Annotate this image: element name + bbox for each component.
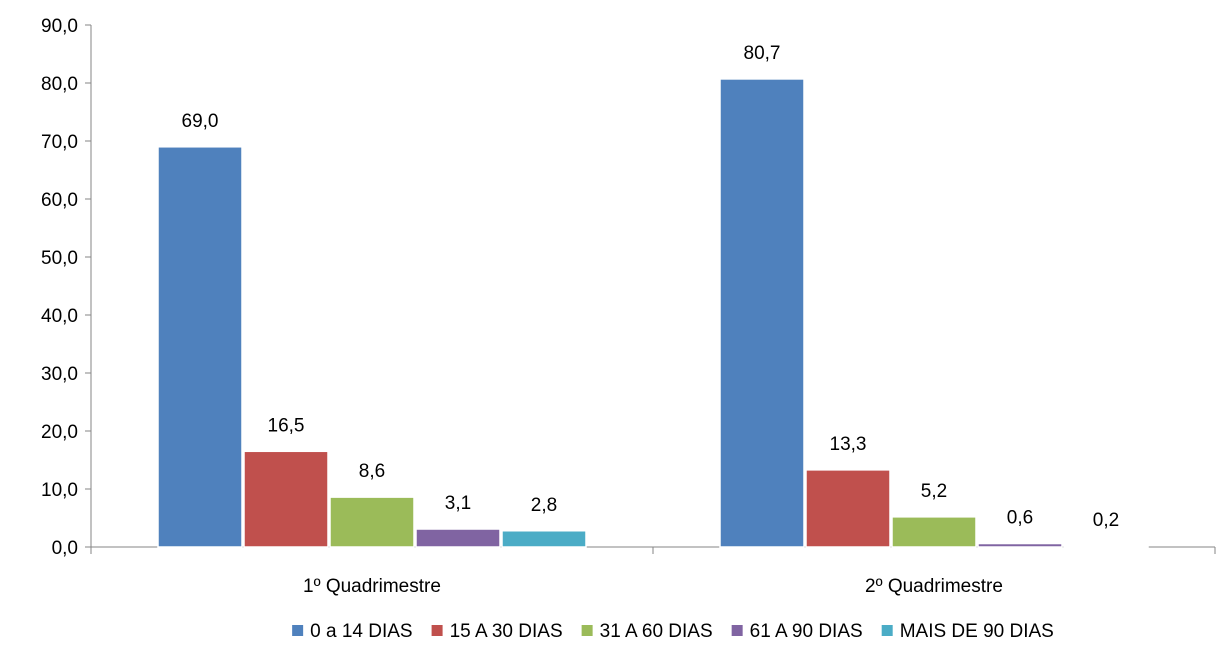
bar-15-a-30-dias-0 [243, 450, 329, 548]
y-tick-label: 20,0 [41, 422, 78, 443]
data-label: 13,3 [830, 434, 867, 455]
bar-0-a-14-dias-1 [719, 78, 805, 548]
data-label: 0,6 [1007, 508, 1033, 529]
data-label: 2,8 [531, 495, 557, 516]
category-label: 2º Quadrimestre [865, 576, 1003, 597]
legend-swatch [292, 625, 304, 636]
legend-swatch [431, 625, 443, 636]
bar-mais-de-90-dias-1 [1063, 545, 1149, 548]
data-label: 69,0 [182, 111, 219, 132]
y-tick-label: 80,0 [41, 74, 78, 95]
bars [157, 78, 1149, 548]
y-tick-label: 0,0 [52, 538, 78, 559]
legend-label: MAIS DE 90 DIAS [900, 621, 1054, 642]
bar-31-a-60-dias-0 [329, 496, 415, 548]
legend-label: 0 a 14 DIAS [310, 621, 412, 642]
y-tick-label: 10,0 [41, 480, 78, 501]
data-label: 3,1 [445, 493, 471, 514]
y-tick-label: 30,0 [41, 364, 78, 385]
y-tick-label: 70,0 [41, 132, 78, 153]
legend-swatch [881, 625, 893, 636]
y-tick-label: 60,0 [41, 190, 78, 211]
x-axis: 1º Quadrimestre 2º Quadrimestre [90, 546, 1216, 597]
legend-label: 61 A 90 DIAS [750, 621, 863, 642]
data-label: 80,7 [744, 43, 781, 64]
bar-15-a-30-dias-1 [805, 469, 891, 548]
y-axis: 0,0 10,0 20,0 30,0 40,0 50,0 60,0 70,0 80,0 90,0 [41, 16, 92, 559]
legend-label: 31 A 60 DIAS [600, 621, 713, 642]
legend: 0 a 14 DIAS 15 A 30 DIAS 31 A 60 DIAS 61 A … [292, 621, 1054, 642]
y-tick-label: 50,0 [41, 248, 78, 269]
bar-mais-de-90-dias-0 [501, 530, 587, 548]
bar-61-a-90-dias-1 [977, 542, 1063, 548]
bar-0-a-14-dias-0 [157, 146, 243, 548]
legend-label: 15 A 30 DIAS [450, 621, 563, 642]
category-label: 1º Quadrimestre [303, 576, 441, 597]
data-labels: 69,0 80,7 16,5 13,3 8,6 5,2 3,1 0,6 2,8 0,2 [182, 43, 1120, 531]
data-label: 0,2 [1093, 510, 1119, 531]
data-label: 16,5 [268, 415, 305, 436]
bar-31-a-60-dias-1 [891, 516, 977, 548]
y-tick-label: 90,0 [41, 16, 78, 37]
legend-swatch [731, 625, 743, 636]
bar-61-a-90-dias-0 [415, 528, 501, 548]
legend-swatch [581, 625, 593, 636]
data-label: 5,2 [921, 481, 947, 502]
y-tick-label: 40,0 [41, 306, 78, 327]
data-label: 8,6 [359, 461, 385, 482]
